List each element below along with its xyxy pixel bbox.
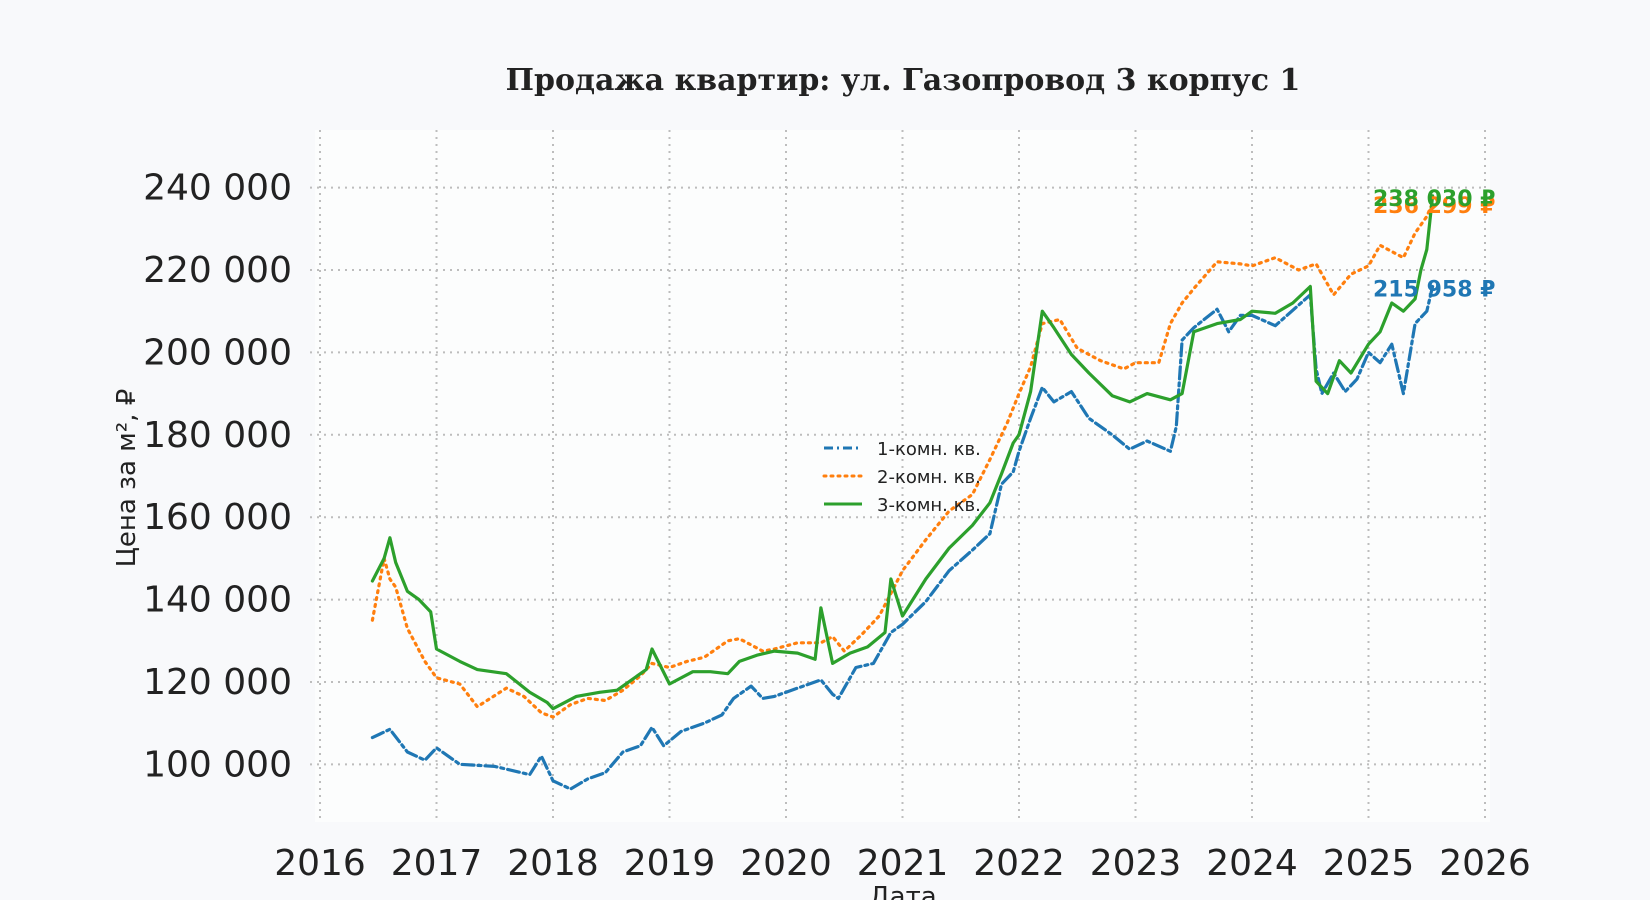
y-tick-label: 240 000 xyxy=(143,168,292,209)
x-tick-label: 2016 xyxy=(274,843,366,884)
y-tick-label: 180 000 xyxy=(143,415,292,456)
x-tick-label: 2023 xyxy=(1090,843,1182,884)
x-axis-label: Дата xyxy=(869,882,936,900)
x-tick-label: 2022 xyxy=(973,843,1065,884)
end-value-label-1: 215 958 ₽ xyxy=(1373,278,1495,303)
x-tick-label: 2021 xyxy=(857,843,949,884)
legend-label-3: 3-комн. кв. xyxy=(877,495,981,516)
series-line-3 xyxy=(370,194,1435,711)
chart-title: Продажа квартир: ул. Газопровод 3 корпус… xyxy=(506,63,1301,98)
y-tick-label: 140 000 xyxy=(143,580,292,621)
legend-label-1: 1-комн. кв. xyxy=(877,439,981,460)
y-tick-label: 160 000 xyxy=(143,497,292,538)
y-tick-label: 120 000 xyxy=(143,662,292,703)
x-tick-label: 2024 xyxy=(1206,843,1298,884)
y-tick-label: 220 000 xyxy=(143,250,292,291)
legend: 1-комн. кв. 2-комн. кв. 3-комн. кв. xyxy=(822,439,981,516)
x-tick-label: 2026 xyxy=(1439,843,1531,884)
series-lines xyxy=(370,194,1435,791)
x-tick-label: 2020 xyxy=(740,843,832,884)
y-tick-label: 200 000 xyxy=(143,332,292,373)
end-value-label-2: 236 299 ₽ xyxy=(1373,194,1495,219)
x-tick-label: 2017 xyxy=(391,843,483,884)
y-tick-label: 100 000 xyxy=(143,744,292,785)
x-tick-label: 2025 xyxy=(1323,843,1415,884)
legend-label-2: 2-комн. кв. xyxy=(877,467,981,488)
series-line-2 xyxy=(370,201,1435,719)
x-tick-label: 2018 xyxy=(507,843,599,884)
end-value-label-3: 238 030 ₽ xyxy=(1373,187,1495,212)
end-labels: 215 958 ₽ 236 299 ₽238 030 ₽ xyxy=(1373,187,1495,303)
y-axis-label: Цена за м², ₽ xyxy=(112,389,142,568)
axis-ticks: 2016 2017 2018 2019 2020 2021 2022 2023 2024 2025… xyxy=(143,168,1531,884)
plot-area xyxy=(315,130,1490,822)
x-tick-label: 2019 xyxy=(624,843,716,884)
